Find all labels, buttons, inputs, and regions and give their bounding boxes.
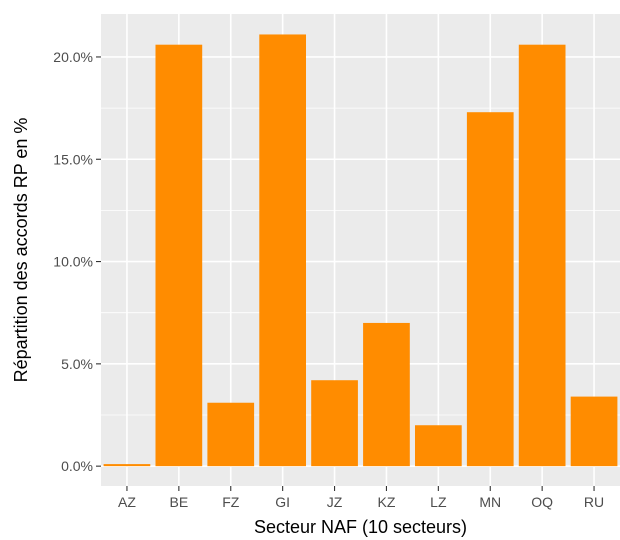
x-tick-label: OQ — [531, 494, 553, 510]
x-tick-label: JZ — [327, 494, 343, 510]
x-axis: AZ BE FZ GI JZ KZ LZ MN OQ RU — [118, 486, 604, 510]
x-tick-label: LZ — [430, 494, 447, 510]
y-tick-label: 20.0% — [53, 49, 93, 65]
x-tick-label: RU — [584, 494, 604, 510]
bar-kz — [363, 322, 410, 467]
bar-jz — [311, 380, 358, 467]
bar-fz — [207, 402, 255, 467]
y-tick-label: 15.0% — [53, 151, 93, 167]
bar-ru — [570, 396, 618, 467]
y-axis-title: Répartition des accords RP en % — [11, 118, 31, 383]
y-tick-label: 10.0% — [53, 254, 93, 270]
y-axis: 0.0% 5.0% 10.0% 15.0% 20.0% — [53, 49, 101, 474]
y-tick-label: 0.0% — [61, 458, 93, 474]
x-tick-label: GI — [275, 494, 290, 510]
x-tick-label: FZ — [222, 494, 240, 510]
x-tick-label: AZ — [118, 494, 136, 510]
x-tick-label: MN — [479, 494, 501, 510]
bar-be — [155, 44, 203, 467]
bars — [103, 34, 618, 467]
bar-oq — [518, 44, 566, 467]
x-axis-title: Secteur NAF (10 secteurs) — [254, 517, 467, 537]
bar-az — [103, 464, 151, 467]
bar-lz — [414, 425, 462, 467]
x-tick-label: BE — [170, 494, 189, 510]
bar-gi — [259, 34, 307, 467]
x-tick-label: KZ — [378, 494, 396, 510]
y-tick-label: 5.0% — [61, 356, 93, 372]
bar-mn — [466, 112, 514, 467]
